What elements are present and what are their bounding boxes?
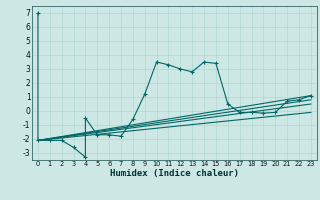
X-axis label: Humidex (Indice chaleur): Humidex (Indice chaleur) xyxy=(110,169,239,178)
